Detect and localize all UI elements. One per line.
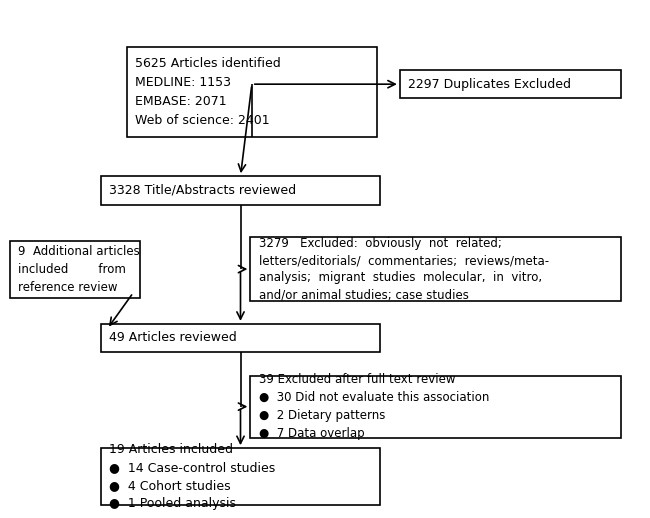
- FancyBboxPatch shape: [250, 237, 621, 301]
- Text: 19 Articles included
●  14 Case-control studies
●  4 Cohort studies
●  1 Pooled : 19 Articles included ● 14 Case-control s…: [109, 443, 276, 510]
- FancyBboxPatch shape: [101, 448, 380, 505]
- Text: 3279   Excluded:  obviously  not  related;
letters/editorials/  commentaries;  r: 3279 Excluded: obviously not related; le…: [259, 237, 549, 301]
- FancyBboxPatch shape: [400, 70, 621, 98]
- FancyBboxPatch shape: [101, 176, 380, 205]
- Text: 3328 Title/Abstracts reviewed: 3328 Title/Abstracts reviewed: [109, 184, 296, 197]
- FancyBboxPatch shape: [250, 376, 621, 438]
- Text: 39 Excluded after full text review
●  30 Did not evaluate this association
●  2 : 39 Excluded after full text review ● 30 …: [259, 373, 489, 440]
- Text: 9  Additional articles
included        from
reference review: 9 Additional articles included from refe…: [18, 245, 140, 294]
- Text: 49 Articles reviewed: 49 Articles reviewed: [109, 332, 237, 344]
- Text: 2297 Duplicates Excluded: 2297 Duplicates Excluded: [408, 78, 571, 91]
- FancyBboxPatch shape: [101, 324, 380, 352]
- FancyBboxPatch shape: [127, 47, 377, 137]
- FancyBboxPatch shape: [10, 241, 140, 298]
- Text: 5625 Articles identified
MEDLINE: 1153
EMBASE: 2071
Web of science: 2401: 5625 Articles identified MEDLINE: 1153 E…: [135, 57, 281, 127]
